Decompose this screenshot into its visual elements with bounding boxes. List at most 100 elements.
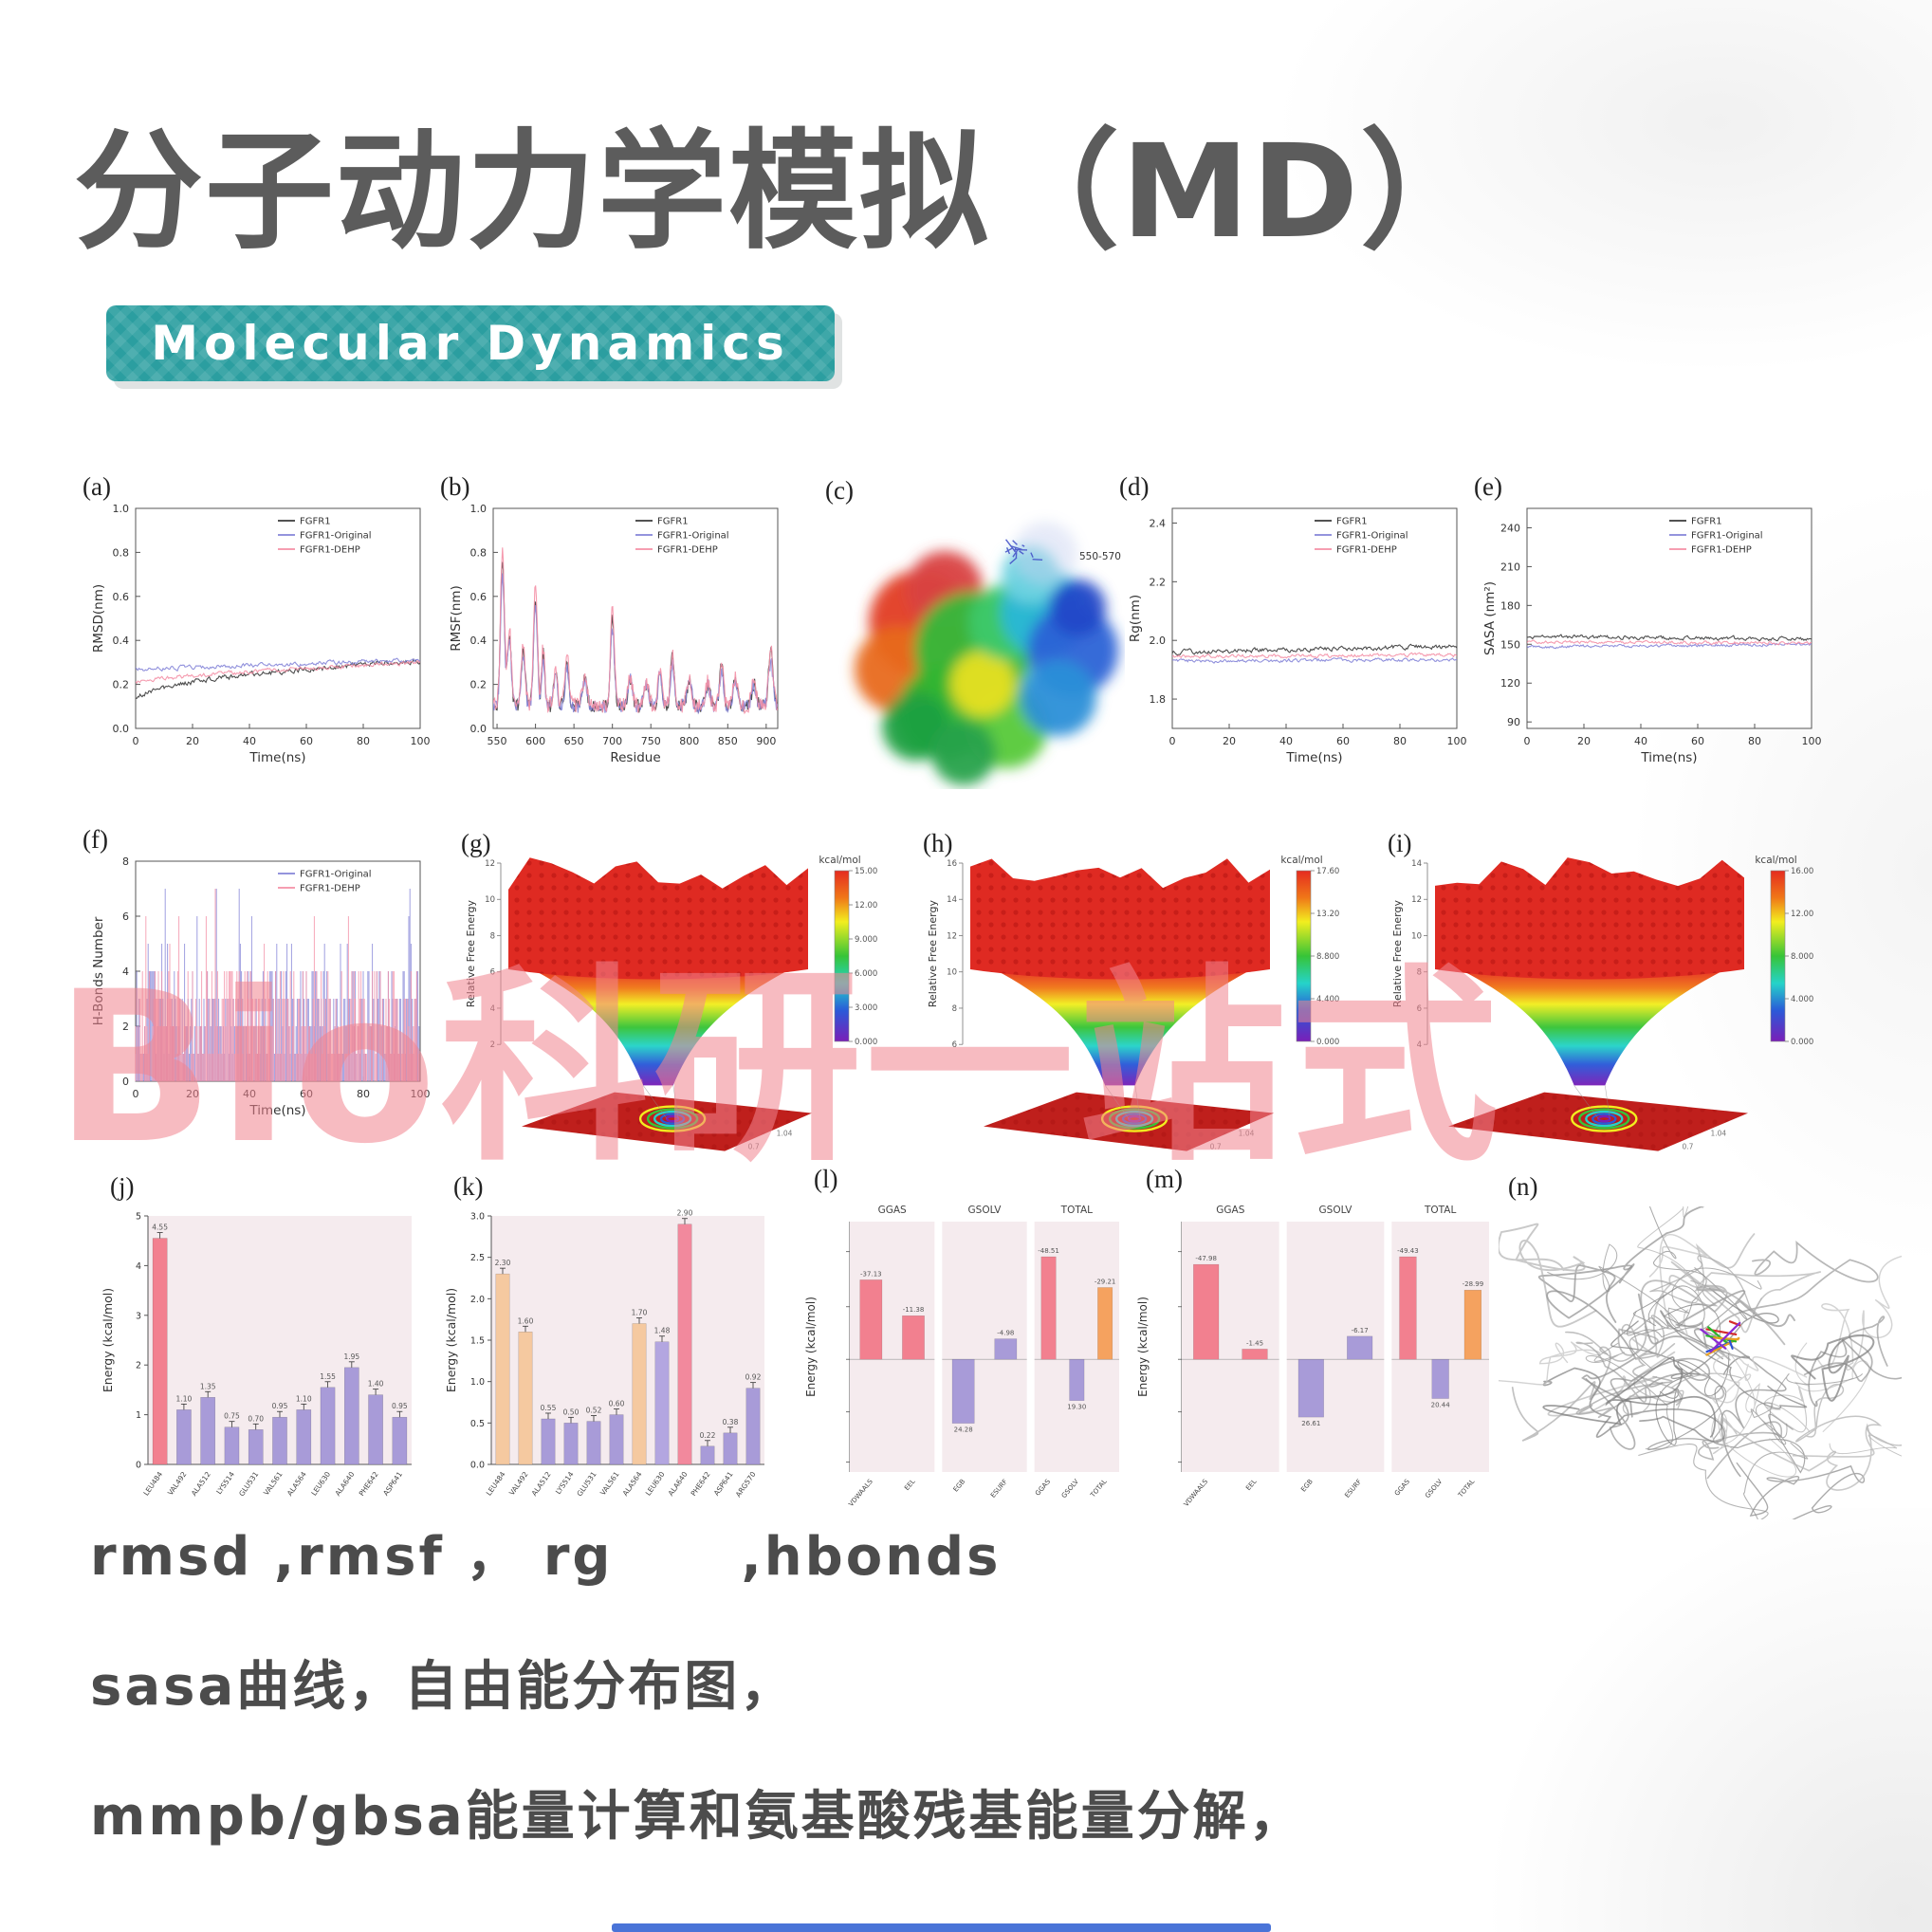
svg-text:24.28: 24.28 <box>954 1426 973 1434</box>
svg-text:FGFR1-Original: FGFR1-Original <box>1336 531 1408 542</box>
svg-text:ALA512: ALA512 <box>190 1470 212 1498</box>
svg-text:10: 10 <box>485 895 495 905</box>
svg-text:EGB: EGB <box>952 1478 967 1494</box>
free-energy-landscape-chart-1: 12 10 8 6 4 2 Relative Free Energy 0.7 1.04 kcal/… <box>450 833 895 1174</box>
svg-text:VAL492: VAL492 <box>166 1470 189 1498</box>
svg-text:Time(ns): Time(ns) <box>1285 750 1342 765</box>
svg-text:1.35: 1.35 <box>200 1382 216 1390</box>
svg-text:-1.45: -1.45 <box>1246 1339 1263 1347</box>
chart-canvas: 550 600 650 700 750 800 850 900 0.0 0.2 0.4 0.6 0.8 1… <box>449 503 779 765</box>
svg-text:550: 550 <box>488 735 507 747</box>
svg-text:650: 650 <box>564 735 584 747</box>
svg-text:2.30: 2.30 <box>495 1259 511 1267</box>
svg-text:Time(ns): Time(ns) <box>248 750 305 765</box>
svg-text:VAL561: VAL561 <box>598 1470 621 1498</box>
svg-text:4: 4 <box>136 1261 141 1272</box>
svg-text:850: 850 <box>718 735 738 747</box>
svg-text:ALA512: ALA512 <box>530 1470 553 1498</box>
svg-text:-28.99: -28.99 <box>1463 1280 1484 1288</box>
chart-canvas: Energy (kcal/mol) GGAS -47.98 VDWAALS -1.45 E… <box>1136 1205 1489 1508</box>
rmsd-chart: 0 20 40 60 80 100 0.0 0.2 0.4 0.6 0.8 1.0 Time(ns) RM… <box>88 497 430 770</box>
svg-text:ARG570: ARG570 <box>734 1470 758 1499</box>
svg-text:EEL: EEL <box>1244 1478 1258 1492</box>
panel-d: (d) 0 20 40 60 80 100 1.8 2.0 2.2 2.4 Time(ns) Rg(n… <box>1117 472 1470 774</box>
svg-text:-49.43: -49.43 <box>1397 1247 1419 1255</box>
svg-text:Relative Free Energy: Relative Free Energy <box>1391 900 1404 1008</box>
svg-text:8: 8 <box>490 931 495 941</box>
svg-text:0.50: 0.50 <box>563 1408 580 1416</box>
svg-text:80: 80 <box>357 735 370 747</box>
chart-canvas: 12 10 8 6 4 2 Relative Free Energy 0.7 1.04 kcal/… <box>465 855 877 1151</box>
svg-text:1.8: 1.8 <box>1150 693 1167 706</box>
svg-text:20: 20 <box>186 735 199 747</box>
svg-text:0.75: 0.75 <box>224 1412 240 1421</box>
svg-text:6: 6 <box>490 968 495 978</box>
svg-text:17.60: 17.60 <box>1316 867 1339 876</box>
panel-label-m: (m) <box>1146 1165 1183 1193</box>
svg-text:0.7: 0.7 <box>1682 1143 1693 1151</box>
svg-text:800: 800 <box>679 735 699 747</box>
panel-g: (g) 12 10 8 6 4 2 Relative Free Energy 0.7 1.04 k… <box>444 818 901 1184</box>
chart-canvas: 0 20 40 60 80 100 90 120 150 180 210 240 Time(ns) SAS… <box>1482 507 1821 765</box>
svg-text:FGFR1-DEHP: FGFR1-DEHP <box>1691 545 1752 556</box>
svg-text:kcal/mol: kcal/mol <box>1280 855 1322 866</box>
svg-text:100: 100 <box>411 735 431 747</box>
svg-text:0.0: 0.0 <box>113 723 130 735</box>
panel-a: (a) 0 20 40 60 80 100 0.0 0.2 0.4 0.6 0.8 1.0 Time(n… <box>81 472 433 774</box>
svg-text:26.61: 26.61 <box>1301 1420 1320 1427</box>
svg-text:GLU531: GLU531 <box>575 1470 598 1498</box>
svg-text:40: 40 <box>1634 735 1647 747</box>
svg-text:0.8: 0.8 <box>113 546 130 559</box>
panel-label-c: (c) <box>825 476 854 505</box>
svg-text:20: 20 <box>186 1088 199 1100</box>
svg-text:2.2: 2.2 <box>1150 576 1167 588</box>
svg-text:Energy (kcal/mol): Energy (kcal/mol) <box>101 1288 115 1392</box>
svg-text:6: 6 <box>1417 1004 1422 1014</box>
svg-text:RMSF(nm): RMSF(nm) <box>449 585 464 652</box>
svg-text:VDWAALS: VDWAALS <box>847 1478 874 1508</box>
protein-ribbon-figure <box>1499 1206 1902 1519</box>
svg-text:LEU484: LEU484 <box>485 1470 507 1498</box>
svg-text:EEL: EEL <box>903 1478 916 1492</box>
sasa-chart: 0 20 40 60 80 100 90 120 150 180 210 240 Time(ns) SAS… <box>1480 497 1821 770</box>
svg-text:3.000: 3.000 <box>855 1003 877 1013</box>
svg-text:0.0: 0.0 <box>470 1461 485 1471</box>
hbonds-chart: 0 20 40 60 80 100 0 2 4 6 8 Time(ns) H-Bonds Number F… <box>88 850 430 1123</box>
svg-text:210: 210 <box>1500 561 1520 573</box>
svg-text:Energy (kcal/mol): Energy (kcal/mol) <box>1136 1297 1150 1397</box>
svg-text:40: 40 <box>243 735 256 747</box>
chart-canvas: Energy (kcal/mol) GGAS -37.13 VDWAALS -11.38… <box>804 1205 1119 1508</box>
svg-text:FGFR1: FGFR1 <box>1336 517 1368 527</box>
svg-text:Time(ns): Time(ns) <box>248 1103 305 1118</box>
svg-text:0.22: 0.22 <box>700 1431 716 1440</box>
svg-text:FGFR1-Original: FGFR1-Original <box>1691 531 1763 542</box>
panel-label-e: (e) <box>1474 472 1502 501</box>
svg-text:3: 3 <box>136 1311 141 1321</box>
svg-text:RMSD(nm): RMSD(nm) <box>91 584 106 653</box>
svg-text:0.52: 0.52 <box>586 1407 602 1415</box>
svg-text:kcal/mol: kcal/mol <box>819 855 860 866</box>
chart-canvas: 0 1 2 3 4 5 Energy (kcal/mol) 4.55 LEU484 1.10 VAL… <box>101 1212 412 1498</box>
svg-text:1.95: 1.95 <box>343 1352 359 1361</box>
svg-text:4.000: 4.000 <box>1791 995 1813 1004</box>
panel-l: (l) Energy (kcal/mol) GGAS -37.13 VDWAALS -1… <box>799 1159 1129 1527</box>
footer-text: rmsd ,rmsf ， rg ,hbonds sasa曲线，自由能分布图， m… <box>90 1514 1305 1904</box>
svg-text:0.5: 0.5 <box>470 1419 485 1429</box>
svg-text:4: 4 <box>1417 1040 1422 1050</box>
svg-text:FGFR1-DEHP: FGFR1-DEHP <box>657 545 718 556</box>
svg-text:-37.13: -37.13 <box>860 1270 882 1278</box>
svg-text:1.70: 1.70 <box>632 1309 648 1317</box>
molecular-dynamics-badge: Molecular Dynamics <box>106 305 835 381</box>
svg-text:16: 16 <box>947 859 957 869</box>
panel-e: (e) 0 20 40 60 80 100 90 120 150 180 210 240 Time(ns… <box>1472 472 1825 774</box>
svg-text:FGFR1-Original: FGFR1-Original <box>300 531 372 542</box>
svg-text:TOTAL: TOTAL <box>1456 1478 1476 1500</box>
footer-line-1: rmsd ,rmsf ， rg ,hbonds <box>90 1526 1002 1588</box>
svg-text:2.0: 2.0 <box>1150 635 1167 647</box>
svg-text:PHE642: PHE642 <box>690 1470 712 1498</box>
footer-line-3: mmpb/gbsa能量计算和氨基酸残基能量分解， <box>90 1786 1305 1848</box>
svg-text:1.0: 1.0 <box>470 1377 485 1388</box>
svg-text:1.48: 1.48 <box>654 1327 671 1335</box>
panel-c: (c) 550-570 <box>823 467 1129 795</box>
svg-text:GSOLV: GSOLV <box>1319 1205 1353 1216</box>
